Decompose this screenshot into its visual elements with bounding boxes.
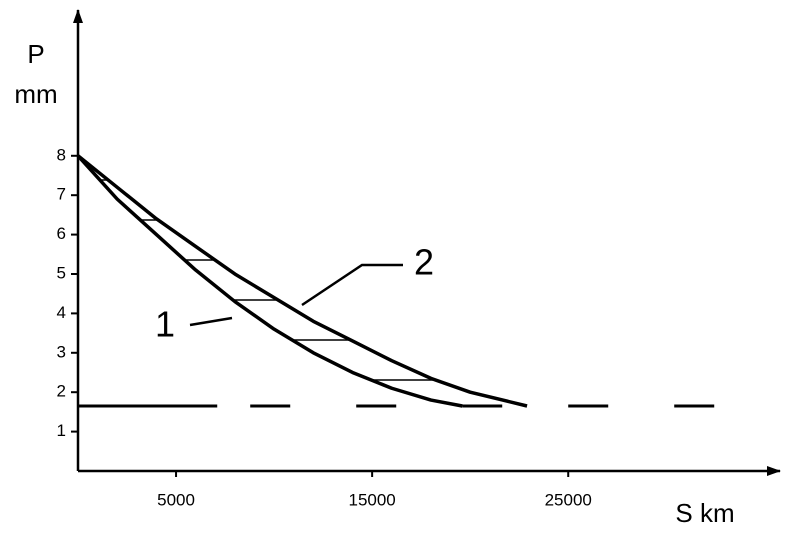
y-tick-label: 4 (57, 303, 66, 322)
y-tick-label: 6 (57, 224, 66, 243)
y-axis-label: P (27, 39, 44, 69)
y-tick-label: 5 (57, 263, 66, 282)
x-tick-label: 5000 (157, 490, 195, 509)
curve-label: 2 (414, 242, 434, 283)
leader-line (189, 316, 233, 327)
x-tick-label: 15000 (348, 490, 395, 509)
curve (76, 154, 528, 408)
y-tick-label: 8 (57, 145, 66, 164)
curve (76, 154, 463, 408)
hatch-band (78, 155, 528, 406)
curve-label: 1 (155, 304, 175, 345)
y-tick-label: 1 (57, 421, 66, 440)
y-tick-label: 7 (57, 185, 66, 204)
y-tick-label: 2 (57, 382, 66, 401)
y-tick-label: 3 (57, 342, 66, 361)
x-axis-label: S km (675, 498, 734, 528)
leader-line (301, 263, 403, 307)
y-axis-label: mm (14, 79, 57, 109)
x-tick-label: 25000 (545, 490, 592, 509)
